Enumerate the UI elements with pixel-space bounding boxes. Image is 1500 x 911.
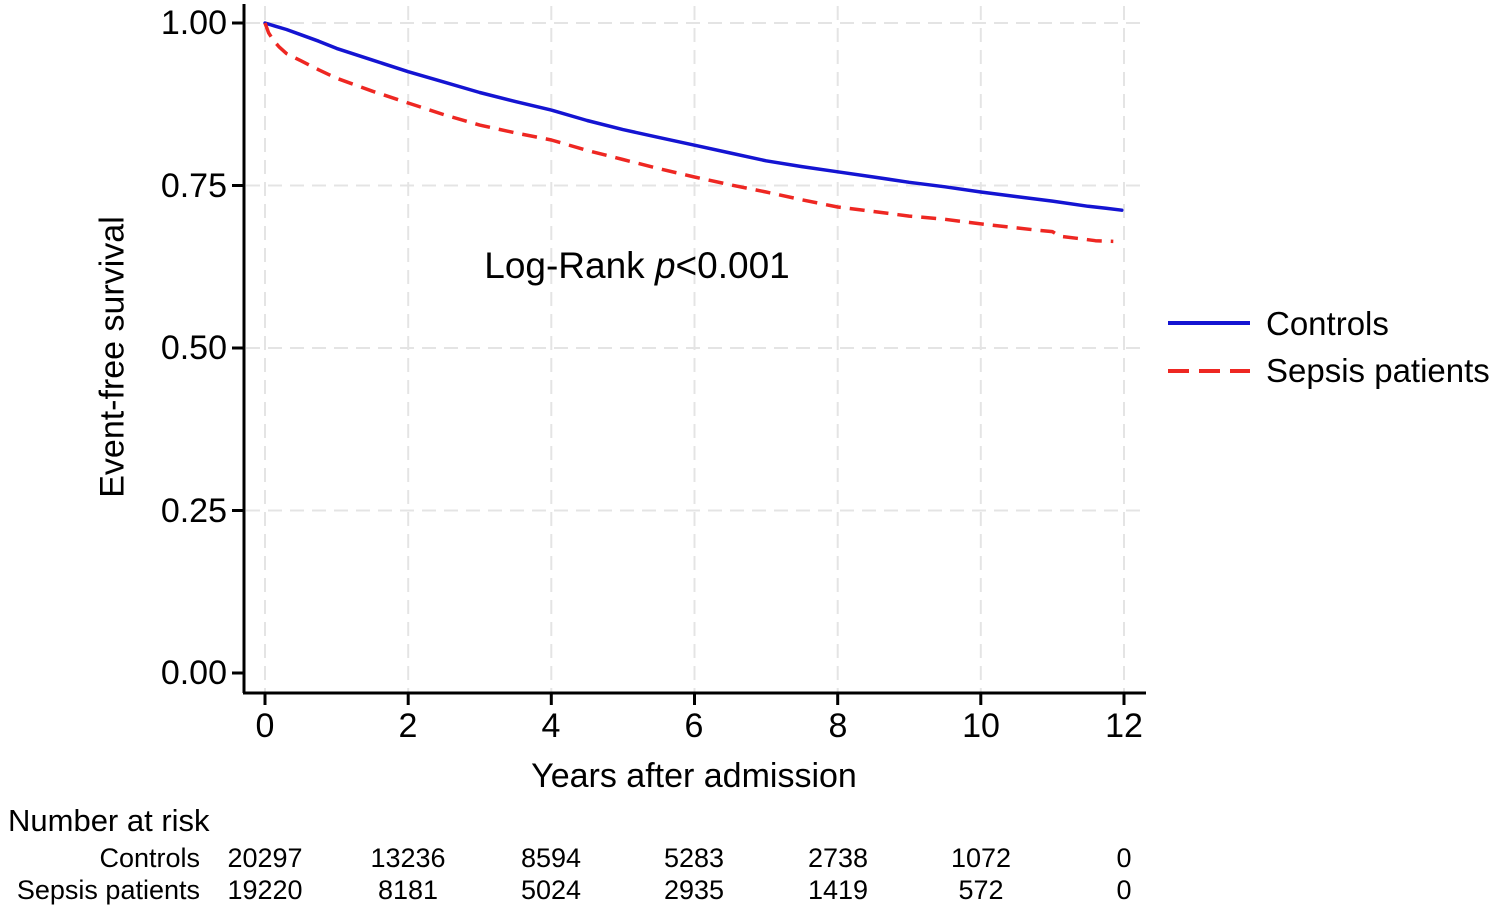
series-line-sepsis-patients [263, 22, 1114, 244]
risk-value: 5283 [663, 843, 725, 873]
x-tick-label-2: 2 [398, 707, 418, 745]
series-line-controls [263, 21, 1124, 212]
y-tick-label-0.50: 0.50 [160, 329, 227, 367]
y-tick-label-0.00: 0.00 [160, 654, 227, 692]
x-tick-label-10: 10 [962, 707, 1000, 745]
y-axis-title: Event-free survival [93, 216, 132, 498]
risk-value: 19220 [227, 875, 303, 905]
x-tick-label-8: 8 [828, 707, 848, 745]
y-tick-label-1.00: 1.00 [160, 4, 227, 42]
risk-row-label-sepsis-patients: Sepsis patients [16, 875, 200, 905]
risk-value: 8181 [377, 875, 439, 905]
annotation-prefix: Log-Rank [484, 245, 655, 286]
risk-value: 0 [1116, 843, 1132, 873]
risk-value: 0 [1116, 875, 1132, 905]
risk-value: 20297 [227, 843, 303, 873]
x-tick-label-4: 4 [541, 707, 561, 745]
legend-swatches [1168, 321, 1250, 373]
risk-value: 8594 [520, 843, 582, 873]
annotation-p-italic: p [654, 245, 676, 286]
x-tick-label-6: 6 [684, 707, 704, 745]
log-rank-annotation: Log-Rank p<0.001 [397, 245, 877, 287]
x-tick-label-12: 12 [1105, 707, 1143, 745]
risk-value: 1419 [807, 875, 869, 905]
risk-value: 5024 [520, 875, 582, 905]
x-tick-label-0: 0 [255, 707, 275, 745]
legend-label-controls: Controls [1266, 305, 1389, 342]
risk-value: 13236 [370, 843, 446, 873]
y-tick-label-0.25: 0.25 [160, 492, 227, 530]
risk-value: 2738 [807, 843, 869, 873]
gridlines [246, 6, 1145, 692]
axes [232, 4, 1146, 705]
x-axis-title: Years after admission [531, 757, 857, 795]
y-tick-label-0.75: 0.75 [160, 167, 227, 205]
risk-table-title: Number at risk [8, 803, 210, 838]
risk-value: 1072 [950, 843, 1012, 873]
legend-label-sepsis-patients: Sepsis patients [1266, 352, 1490, 389]
annotation-suffix: <0.001 [675, 245, 790, 286]
risk-value: 2935 [663, 875, 725, 905]
risk-value: 572 [958, 875, 1004, 905]
risk-row-label-controls: Controls [99, 843, 200, 873]
